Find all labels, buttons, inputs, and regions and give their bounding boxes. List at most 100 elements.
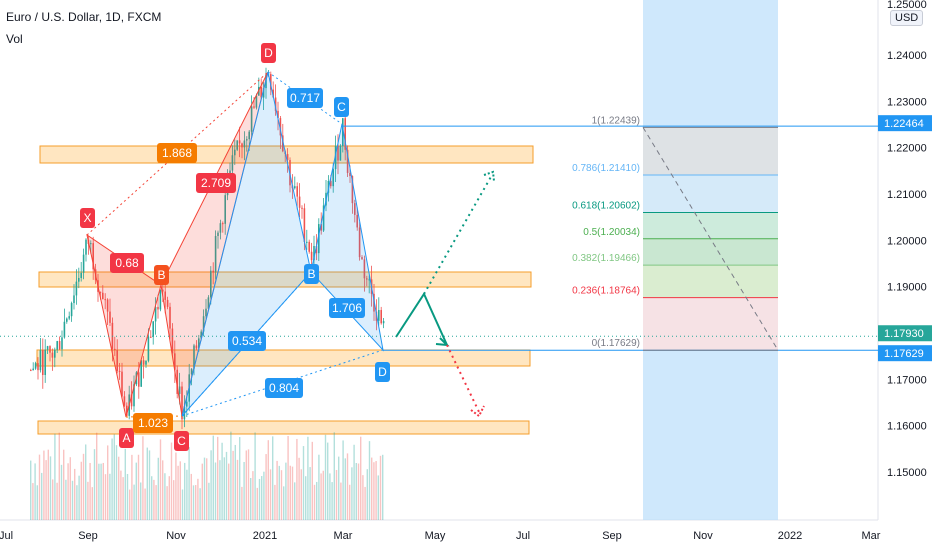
candle-body <box>140 360 142 387</box>
candle-body <box>44 349 46 375</box>
volume-bar <box>137 454 140 520</box>
y-tick-label: 1.15000 <box>887 467 927 479</box>
volume-bar <box>69 457 71 520</box>
volume-bar <box>289 465 291 520</box>
x-tick-label: May <box>425 530 446 542</box>
currency-badge[interactable]: USD <box>890 10 924 26</box>
candle-body <box>154 306 157 322</box>
volume-bar <box>164 473 166 520</box>
price-badge-bg <box>878 325 932 342</box>
volume-bar <box>82 453 85 520</box>
candle-body <box>70 303 73 317</box>
candle-body <box>75 281 78 296</box>
fib-band <box>643 297 778 351</box>
volume-bar <box>210 450 212 520</box>
candle-body <box>368 279 370 281</box>
ratio-label: 1.868 <box>162 146 192 160</box>
volume-bar <box>157 457 159 520</box>
pattern-point-label-bg <box>261 43 276 63</box>
volume-bar <box>346 453 349 520</box>
volume-bar <box>368 441 371 520</box>
volume-bar <box>76 485 78 520</box>
volume-bar <box>250 477 252 520</box>
candle-body <box>224 195 226 224</box>
fib-level-label: 0.382(1.19466) <box>572 253 640 264</box>
candle-body <box>205 308 207 317</box>
candle-body <box>142 360 145 365</box>
candle-body <box>174 353 176 370</box>
candle-body <box>255 95 258 108</box>
candle-body <box>222 223 224 225</box>
volume-bar <box>30 460 32 520</box>
x-tick-label: Mar <box>862 530 881 542</box>
ratio-label-bg <box>265 378 303 398</box>
candle-body <box>214 235 217 273</box>
volume-bar <box>124 448 126 520</box>
price-badge: 1.22464 <box>884 118 924 130</box>
x-tick-label: Mar <box>334 530 353 542</box>
candle-body <box>99 291 102 293</box>
volume-bar <box>272 436 274 520</box>
volume-bar <box>245 450 247 520</box>
candle-body <box>238 140 241 144</box>
volume-bar <box>87 481 89 520</box>
volume-bar <box>120 470 122 520</box>
volume-bar <box>329 473 331 520</box>
pattern-point-label: A <box>122 431 130 445</box>
ratio-label: 0.534 <box>232 334 262 348</box>
volume-bar <box>206 458 208 520</box>
y-tick-label: 1.21000 <box>887 189 927 201</box>
candle-body <box>303 208 306 243</box>
volume-bar <box>269 469 272 520</box>
volume-bars <box>30 431 384 520</box>
volume-bar <box>217 436 219 520</box>
volume-bar <box>148 450 151 520</box>
candle-body <box>190 368 193 375</box>
candle-body <box>339 145 342 161</box>
y-tick-label: 1.20000 <box>887 235 927 247</box>
candle-body <box>282 135 284 152</box>
volume-bar <box>115 445 118 520</box>
y-tick-label: 1.19000 <box>887 282 927 294</box>
candle-body <box>85 239 87 255</box>
fib-level-label: 0.236(1.18764) <box>572 286 640 297</box>
y-tick-label: 1.17000 <box>887 374 927 386</box>
volume-bar <box>41 472 43 520</box>
x-tick-label: 2021 <box>253 530 277 542</box>
candle-body <box>123 396 126 406</box>
volume-bar <box>382 454 384 520</box>
volume-bar <box>327 442 329 520</box>
volume-bar <box>54 433 56 520</box>
candle-body <box>121 371 123 397</box>
ratio-label-bg <box>196 173 236 193</box>
volume-bar <box>78 475 80 520</box>
volume-bar <box>313 484 316 520</box>
candle-body <box>318 224 320 254</box>
volume-bar <box>214 462 217 520</box>
pattern-point-label-bg <box>334 97 349 117</box>
candle-body <box>68 316 70 319</box>
ratio-label-bg <box>329 298 365 318</box>
ratio-label: 0.717 <box>290 91 320 105</box>
candle-body <box>277 110 279 119</box>
pattern-point-label-bg <box>154 265 169 285</box>
candle-body <box>78 277 80 282</box>
volume-bar <box>258 478 261 520</box>
candle-body <box>147 336 150 361</box>
volume-bar <box>85 444 87 520</box>
candle-body <box>193 345 195 369</box>
candle-body <box>351 176 354 204</box>
bear-projection <box>446 344 481 415</box>
volume-bar <box>267 440 269 520</box>
volume-bar <box>263 471 265 520</box>
volume-bar <box>199 488 201 520</box>
pattern-point-label-bg <box>304 264 319 284</box>
candle-body <box>46 346 49 350</box>
candle-body <box>262 88 265 98</box>
volume-bar <box>107 445 109 520</box>
volume-bar <box>291 466 294 520</box>
y-tick-label: 1.16000 <box>887 421 927 433</box>
x-tick-label: Sep <box>78 530 98 542</box>
volume-bar <box>223 457 225 520</box>
